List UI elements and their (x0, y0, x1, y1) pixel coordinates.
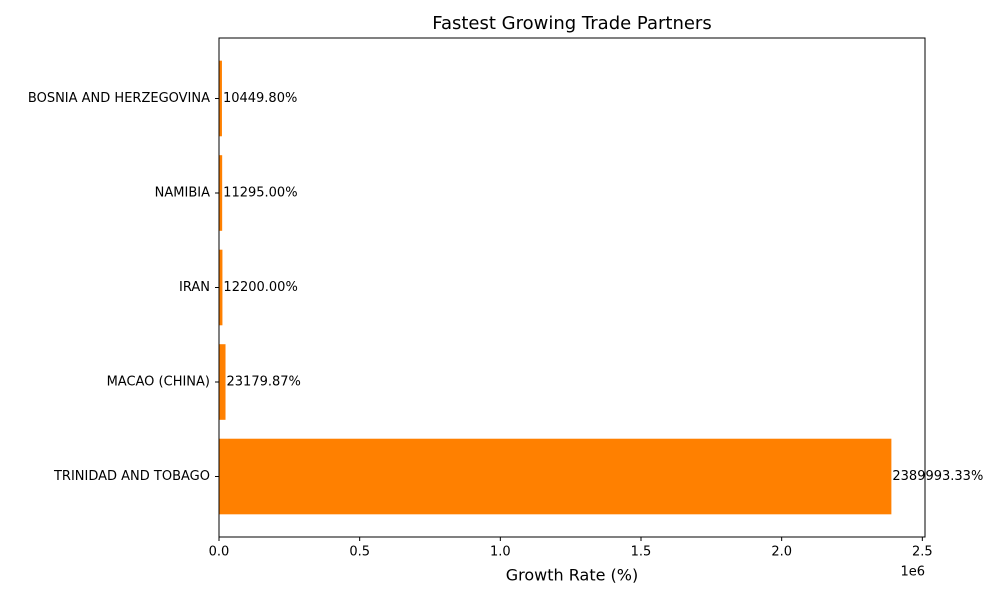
x-tick-label: 0.0 (209, 545, 230, 560)
x-offset-label: 1e6 (900, 565, 925, 580)
value-label: 10449.80% (223, 91, 297, 106)
value-label: 11295.00% (223, 185, 297, 200)
bar (219, 60, 222, 137)
bar (219, 155, 223, 231)
x-tick-label: 1.0 (490, 545, 511, 560)
y-tick-label: BOSNIA AND HERZEGOVINA (28, 91, 210, 106)
value-label: 12200.00% (223, 280, 297, 295)
bar (219, 344, 226, 420)
value-label: 23179.87% (227, 375, 301, 390)
y-tick-label: TRINIDAD AND TOBAGO (53, 469, 210, 484)
bar (219, 249, 223, 326)
x-tick-label: 2.5 (912, 545, 933, 560)
y-tick-label: IRAN (179, 280, 210, 295)
chart-title: Fastest Growing Trade Partners (432, 13, 711, 34)
bar (219, 438, 892, 515)
x-tick-label: 1.5 (631, 545, 652, 560)
value-label: 2389993.33% (892, 469, 983, 484)
x-tick-label: 2.0 (771, 545, 792, 560)
x-tick-label: 0.5 (349, 545, 370, 560)
y-tick-label: NAMIBIA (155, 185, 210, 200)
x-axis-label: Growth Rate (%) (506, 566, 638, 585)
plot-frame (218, 37, 926, 538)
y-tick-label: MACAO (CHINA) (107, 375, 210, 390)
